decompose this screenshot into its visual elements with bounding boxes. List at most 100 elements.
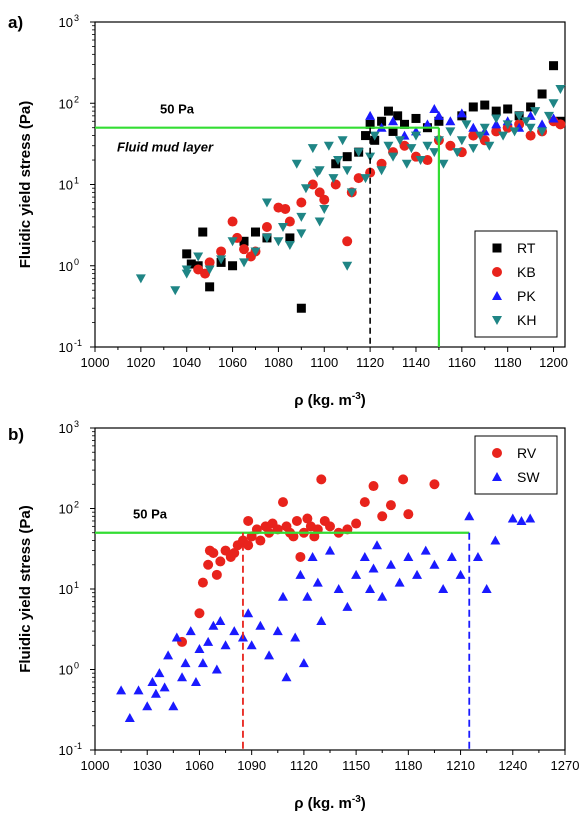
point-rt xyxy=(383,106,393,116)
point-kh xyxy=(323,141,334,151)
legend-label-rt: RT xyxy=(517,240,536,256)
x-tick-label: 1270 xyxy=(551,758,580,773)
point-sw xyxy=(177,672,188,682)
legend-marker-rt xyxy=(492,243,502,253)
point-rv xyxy=(215,556,226,567)
point-sw xyxy=(246,640,257,650)
x-tick-label: 1120 xyxy=(290,758,318,773)
point-kh xyxy=(250,247,261,257)
point-sw xyxy=(429,559,440,569)
point-sw xyxy=(368,563,379,573)
point-rv xyxy=(203,559,214,570)
point-kh xyxy=(401,159,412,169)
point-sw xyxy=(490,535,501,545)
y-tick-exponent: -1 xyxy=(74,741,82,751)
point-rt xyxy=(342,152,352,162)
legend-marker-pk xyxy=(492,291,502,300)
x-tick-label: 1160 xyxy=(448,355,476,370)
point-rv xyxy=(385,500,396,511)
point-rv xyxy=(197,577,208,588)
point-rv xyxy=(351,518,362,529)
y-tick-label: 10 xyxy=(59,582,73,597)
point-sw xyxy=(180,658,191,668)
point-pk xyxy=(468,122,479,132)
point-sw xyxy=(185,626,196,636)
point-rt xyxy=(400,119,410,129)
point-sw xyxy=(307,551,318,561)
point-kb xyxy=(491,126,502,137)
point-sw xyxy=(302,591,313,601)
x-tick-label: 1140 xyxy=(402,355,430,370)
point-kb xyxy=(468,130,479,141)
point-rv xyxy=(368,481,379,492)
x-tick-label: 1150 xyxy=(342,758,370,773)
point-sw xyxy=(420,545,431,555)
point-sw xyxy=(150,688,161,698)
point-kh xyxy=(369,131,380,141)
point-kb xyxy=(261,221,272,232)
point-sw xyxy=(154,668,165,678)
point-kh xyxy=(291,159,302,169)
point-pk xyxy=(365,110,376,120)
point-sw xyxy=(211,664,222,674)
x-tick-label: 1180 xyxy=(394,758,422,773)
point-kb xyxy=(216,246,227,257)
panel-label: b) xyxy=(8,425,24,444)
y-tick-exponent: 3 xyxy=(74,13,79,23)
point-kb xyxy=(525,130,536,141)
point-kh xyxy=(502,120,513,130)
y-tick-label: 10 xyxy=(59,502,73,517)
point-pk xyxy=(491,119,502,129)
y-tick-exponent: 1 xyxy=(74,176,79,186)
y-tick-exponent: 0 xyxy=(74,257,79,267)
point-sw xyxy=(394,577,405,587)
point-kh xyxy=(216,255,227,265)
point-sw xyxy=(147,676,158,686)
point-sw xyxy=(171,632,182,642)
point-sw xyxy=(133,685,144,695)
point-sw xyxy=(385,559,396,569)
point-kh xyxy=(543,111,554,121)
point-rv xyxy=(243,540,254,551)
y-tick-label: 10 xyxy=(59,340,73,355)
point-sw xyxy=(295,569,306,579)
point-rv xyxy=(429,479,440,490)
legend-box xyxy=(474,230,558,338)
point-rt xyxy=(205,282,215,292)
layer-label: Fluid mud layer xyxy=(117,140,214,155)
point-kh xyxy=(353,148,364,158)
point-sw xyxy=(516,515,527,525)
x-tick-label: 1180 xyxy=(494,355,522,370)
point-kh xyxy=(445,127,456,137)
point-sw xyxy=(403,551,414,561)
point-sw xyxy=(168,701,179,711)
point-rt xyxy=(468,102,478,112)
y-tick-exponent: 0 xyxy=(74,661,79,671)
panel-a: 1000 1020 1040 1060 1080 1100 1120 1140 1160 1180… xyxy=(8,13,568,409)
point-rv xyxy=(243,515,254,526)
point-sw xyxy=(159,682,170,692)
point-kh xyxy=(227,237,238,247)
point-rv xyxy=(278,497,288,508)
x-tick-label: 1240 xyxy=(498,758,527,773)
x-tick-label: 1210 xyxy=(446,758,475,773)
y-tick-label: 10 xyxy=(59,259,73,274)
point-kh xyxy=(319,204,330,214)
y-tick-exponent: 2 xyxy=(74,94,79,104)
point-kb xyxy=(307,179,318,190)
y-tick-label: 10 xyxy=(59,663,73,678)
point-rt xyxy=(239,236,249,246)
x-tick-label: 1000 xyxy=(81,355,110,370)
point-rt xyxy=(549,61,559,71)
legend-label-kh: KH xyxy=(517,312,536,328)
point-rv xyxy=(288,531,299,542)
threshold-label: 50 Pa xyxy=(133,507,168,522)
point-rt xyxy=(182,249,192,259)
point-sw xyxy=(298,658,309,668)
point-sw xyxy=(142,701,153,711)
point-rv xyxy=(359,497,370,508)
legend-label-sw: SW xyxy=(517,469,540,485)
point-kh xyxy=(204,265,215,275)
point-sw xyxy=(351,569,362,579)
point-rt xyxy=(491,106,501,116)
